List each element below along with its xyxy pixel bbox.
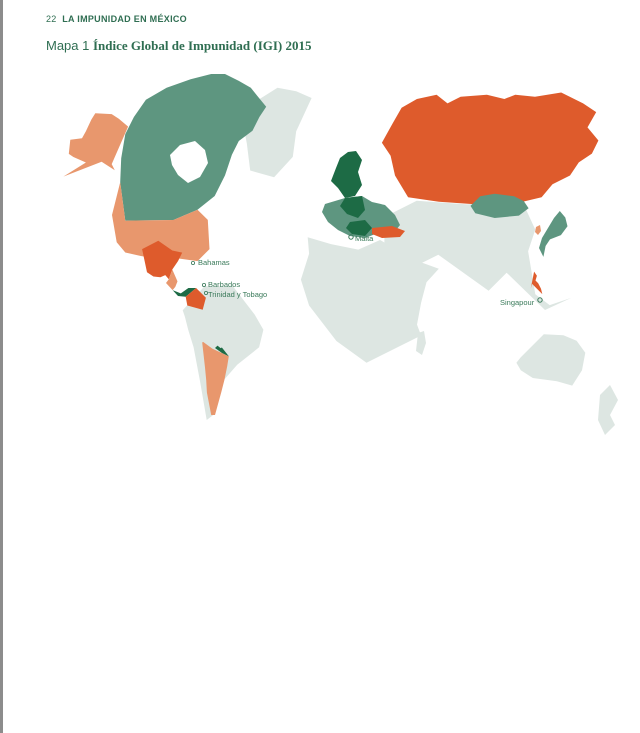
- svg-text:Barbados: Barbados: [208, 280, 240, 289]
- svg-text:Trinidad y Tobago: Trinidad y Tobago: [208, 290, 267, 299]
- svg-text:Singapour: Singapour: [500, 298, 535, 307]
- svg-text:Malta: Malta: [355, 234, 374, 243]
- svg-text:Bahamas: Bahamas: [198, 258, 230, 267]
